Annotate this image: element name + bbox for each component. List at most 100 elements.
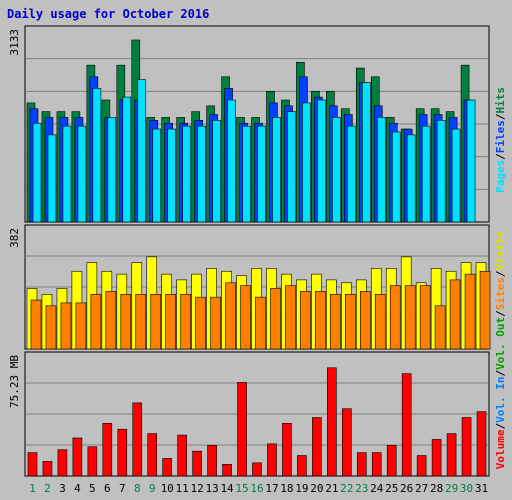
bar-sites-day-15 [240, 285, 251, 350]
bar-volume-day-3 [57, 449, 68, 477]
legend-pages: Pages [494, 160, 507, 193]
bar-sites-day-2 [45, 305, 57, 350]
legend-files: Files [494, 120, 507, 153]
bar-sites-day-26 [404, 285, 416, 350]
day-label-18: 18 [280, 482, 293, 495]
day-label-7: 7 [119, 482, 126, 495]
bar-volume-day-16 [252, 462, 262, 477]
bar-sites-day-16 [255, 296, 266, 350]
legend-separator: / [494, 422, 507, 429]
bar-volume-day-12 [192, 450, 202, 477]
day-label-31: 31 [475, 482, 488, 495]
bar-volume-day-10 [162, 458, 172, 477]
day-label-27: 27 [415, 482, 428, 495]
bar-sites-day-23 [359, 291, 371, 350]
bar-pages-day-1 [32, 122, 42, 223]
bar-sites-day-10 [165, 293, 177, 350]
bar-sites-day-7 [120, 293, 132, 350]
bar-volume-day-17 [267, 443, 277, 477]
bar-pages-day-4 [77, 125, 87, 223]
ymax-label: 382 [8, 228, 21, 248]
bar-pages-day-2 [47, 134, 57, 223]
day-label-15: 15 [235, 482, 248, 495]
day-label-26: 26 [400, 482, 413, 495]
bar-pages-day-23 [361, 82, 371, 223]
bar-volume-day-15 [237, 382, 247, 477]
day-label-29: 29 [445, 482, 458, 495]
bar-pages-day-19 [302, 102, 311, 223]
bar-pages-day-13 [212, 120, 221, 223]
bar-volume-day-18 [282, 423, 292, 477]
day-label-14: 14 [220, 482, 234, 495]
bar-pages-day-7 [122, 96, 132, 223]
bar-pages-day-28 [436, 120, 446, 223]
bar-pages-day-22 [347, 125, 356, 223]
bar-volume-day-2 [42, 461, 53, 477]
bar-volume-day-29 [446, 433, 457, 477]
bar-volume-day-21 [327, 367, 337, 477]
bar-volume-day-7 [117, 428, 128, 477]
bar-volume-day-28 [431, 439, 442, 477]
bar-volume-day-27 [416, 455, 427, 477]
bar-pages-day-6 [107, 117, 117, 223]
bar-pages-day-15 [242, 125, 251, 223]
bar-pages-day-24 [376, 117, 386, 223]
bar-volume-day-5 [87, 446, 98, 477]
bar-pages-day-30 [466, 99, 476, 223]
bar-sites-day-19 [300, 291, 311, 350]
bar-sites-day-6 [105, 291, 117, 350]
bar-volume-day-14 [222, 464, 232, 477]
bar-sites-day-18 [285, 285, 296, 350]
bar-volume-day-31 [476, 411, 487, 477]
day-label-11: 11 [176, 482, 189, 495]
bar-sites-day-4 [75, 302, 87, 350]
day-axis-labels: 1 2 3 4 5 6 7 8 9 10 11 12 13 14 15 16 17 18 19 20 21 22 23 24 2… [29, 482, 488, 495]
bar-pages-day-12 [197, 125, 206, 223]
legend-separator: / [494, 113, 507, 120]
bar-sites-day-25 [389, 285, 401, 350]
legend-visits: Visits [494, 231, 507, 271]
bar-pages-day-26 [406, 134, 416, 223]
legend-hits: Hits [494, 87, 507, 114]
ymax-label: 75.23 MB [8, 355, 21, 408]
legend-hits-files-pages: Pages/Files/Hits [494, 87, 507, 193]
chart-title: Daily usage for October 2016 [7, 7, 209, 21]
day-label-28: 28 [430, 482, 443, 495]
bar-sites-day-13 [210, 296, 221, 350]
bar-sites-day-27 [419, 285, 431, 350]
day-label-1: 1 [29, 482, 36, 495]
panel-volume: 75.23 MB [8, 351, 490, 477]
legend-vol-in: Vol. In [494, 377, 507, 423]
bar-sites-day-17 [270, 288, 281, 350]
day-label-24: 24 [370, 482, 384, 495]
day-label-5: 5 [89, 482, 96, 495]
bar-volume-day-30 [461, 417, 472, 477]
bar-pages-day-21 [332, 117, 341, 223]
day-label-2: 2 [44, 482, 51, 495]
bar-sites-day-30 [464, 273, 476, 350]
day-label-8: 8 [134, 482, 141, 495]
bar-volume-day-8 [132, 402, 143, 477]
chart-panels: 3133 382 75.23 MB [8, 25, 491, 477]
day-label-30: 30 [460, 482, 473, 495]
bar-volume-day-13 [207, 444, 217, 477]
day-label-4: 4 [74, 482, 81, 495]
day-label-10: 10 [161, 482, 174, 495]
bar-sites-day-11 [180, 293, 191, 350]
bar-volume-day-25 [386, 444, 397, 477]
bar-sites-day-14 [225, 282, 236, 350]
bar-volume-day-6 [102, 423, 113, 477]
bar-volume-day-22 [342, 408, 352, 477]
legend-separator: / [494, 153, 507, 160]
bar-volume-day-4 [72, 437, 83, 477]
day-label-25: 25 [385, 482, 398, 495]
bar-pages-day-3 [62, 125, 72, 223]
bar-volume-day-9 [147, 433, 158, 477]
bar-pages-day-17 [272, 117, 281, 223]
bar-volume-day-11 [177, 434, 187, 477]
day-label-9: 9 [149, 482, 156, 495]
bar-pages-day-18 [287, 111, 296, 223]
bar-sites-day-8 [135, 293, 147, 350]
bar-pages-day-10 [167, 128, 177, 223]
